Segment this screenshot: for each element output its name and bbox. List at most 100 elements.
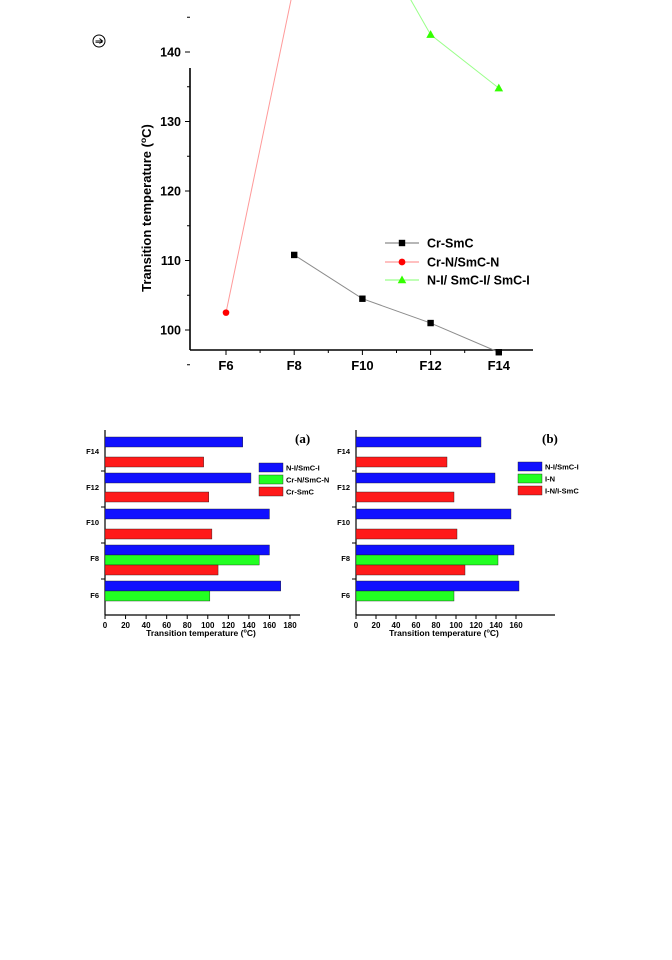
x-tick-label: F14: [488, 358, 511, 373]
bar-blue: [104, 508, 270, 520]
x-axis-label: Transition temperature (oC): [389, 628, 499, 638]
bar-blue: [355, 580, 520, 592]
x-axis-label-sup: o: [243, 629, 247, 635]
y-axis-label-post: C): [139, 124, 154, 138]
legend-label: N-I/ SmC-I/ SmC-I: [427, 274, 530, 288]
bar-red: [104, 491, 210, 503]
legend: N-I/SmC-I Cr-N/SmC-N Cr-SmC: [258, 462, 329, 497]
category-label: F10: [86, 518, 99, 527]
bar-chart-b: 0 20 40 60 80 100 120 140 160 Transition temperat…: [337, 430, 579, 638]
x-tick-label: 80: [183, 621, 192, 630]
series-line-0: [293, 254, 499, 353]
bar-red: [355, 528, 458, 540]
x-axis-label-text: Transition temperature (oC): [146, 628, 256, 638]
circled-arrow-icon: [92, 34, 106, 48]
legend-swatch: [258, 486, 284, 497]
legend: Cr-SmC Cr-N/SmC-N N-I/ SmC-I/ SmC-I: [385, 237, 530, 288]
x-axis-label-pre: Transition temperature (: [389, 628, 486, 638]
legend-label: Cr-N/SmC-N: [286, 476, 329, 485]
y-tick-label: 120: [160, 185, 181, 199]
category-label: F8: [341, 554, 350, 563]
legend-label: N-I/SmC-I: [545, 463, 579, 472]
series-line-1: [225, 0, 292, 313]
x-tick-label: F8: [287, 358, 302, 373]
data-point: [291, 251, 298, 259]
bar-red: [355, 491, 455, 503]
legend-label: I-N: [545, 475, 555, 484]
x-tick-label: F10: [351, 358, 373, 373]
x-tick-label: 0: [354, 621, 359, 630]
x-tick-label: 100: [201, 621, 215, 630]
y-axis-label-pre: Transition temperature (: [139, 142, 154, 291]
y-tick-label: 140: [160, 46, 181, 60]
x-tick-label: 140: [242, 621, 256, 630]
panel-label: (b): [542, 431, 558, 446]
data-point: [495, 349, 502, 356]
x-tick-label: 40: [392, 621, 401, 630]
x-tick-label: F12: [419, 358, 441, 373]
category-label: F12: [337, 483, 350, 492]
data-point: [359, 295, 366, 302]
legend-swatch: [258, 474, 284, 485]
panel-label: (a): [295, 431, 310, 446]
bar-blue: [355, 472, 496, 484]
bar-green: [355, 554, 499, 566]
x-tick-label: 40: [142, 621, 151, 630]
y-axis-label-text: Transition temperature (oC): [138, 124, 154, 292]
x-axis-label-pre: Transition temperature (: [146, 628, 243, 638]
x-axis-label: Transition temperature (oC): [146, 628, 256, 638]
legend-marker: [397, 275, 407, 284]
x-tick-label: 60: [412, 621, 421, 630]
category-label: F6: [341, 591, 350, 600]
bar-green: [104, 554, 260, 566]
legend-label: Cr-N/SmC-N: [427, 256, 499, 270]
x-axis-label-post: C): [490, 628, 499, 638]
data-point: [427, 319, 434, 327]
legend-label: N-I/SmC-I: [286, 464, 320, 473]
legend-swatch: [517, 473, 543, 484]
legend-label: I-N/I-SmC: [545, 487, 579, 496]
x-tick-label: 160: [263, 621, 277, 630]
bar-green: [355, 590, 455, 602]
y-tick-label: 110: [161, 254, 181, 268]
legend-label: Cr-SmC: [427, 237, 474, 251]
category-label: F14: [86, 447, 100, 456]
bar-red: [104, 456, 204, 468]
x-tick-label: 20: [121, 621, 130, 630]
y-tick-label: 130: [160, 115, 181, 129]
x-tick-label: 120: [469, 621, 483, 630]
x-axis-label-post: C): [247, 628, 256, 638]
bar-blue: [355, 544, 515, 556]
y-axis-label-sup: o: [138, 138, 148, 143]
bar-blue: [104, 472, 252, 484]
data-point: [494, 83, 504, 92]
category-label: F12: [86, 483, 99, 492]
x-tick-label: 160: [509, 621, 523, 630]
y-axis-label: Transition temperature (oC): [138, 124, 154, 292]
x-tick-label: 140: [489, 621, 503, 630]
category-label: F10: [337, 518, 350, 527]
x-axis-label-text: Transition temperature (oC): [389, 628, 499, 638]
data-point: [222, 309, 230, 316]
legend-label: Cr-SmC: [286, 488, 315, 497]
bar-blue: [355, 508, 512, 520]
x-tick-label: 180: [283, 621, 297, 630]
legend: N-I/SmC-I I-N I-N/I-SmC: [517, 461, 579, 496]
bar-red: [104, 564, 219, 576]
category-label: F6: [90, 591, 99, 600]
data-point: [426, 30, 435, 38]
bar-chart-a: 0 20 40 60 80 100 120 140 160 180 Transition tempe…: [86, 430, 329, 638]
legend-swatch: [258, 462, 284, 473]
x-tick-label: 0: [103, 621, 108, 630]
y-tick-label: 100: [160, 324, 181, 338]
legend-swatch: [517, 461, 543, 472]
category-label: F8: [90, 554, 99, 563]
x-tick-label: 60: [162, 621, 171, 630]
legend-swatch: [517, 485, 543, 496]
bar-red: [355, 564, 466, 576]
bar-blue: [104, 436, 243, 448]
bar-red: [104, 528, 213, 540]
series-line-2: [410, 0, 500, 89]
bar-blue: [104, 580, 281, 592]
